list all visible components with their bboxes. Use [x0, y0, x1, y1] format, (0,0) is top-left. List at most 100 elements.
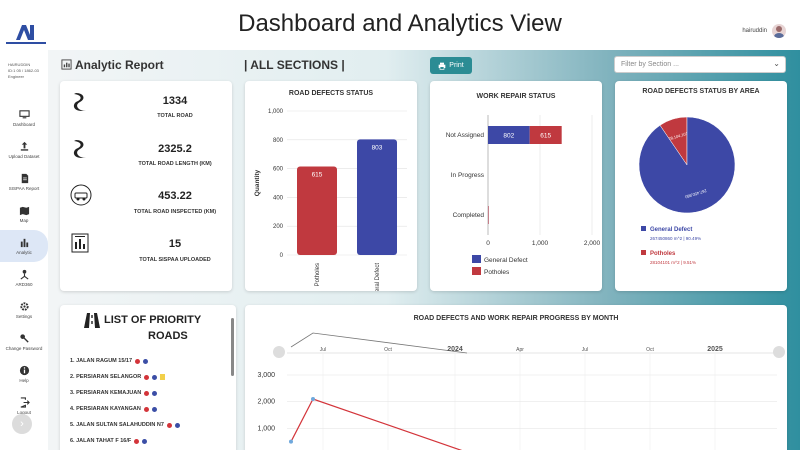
progress-by-month-card: ROAD DEFECTS AND WORK REPAIR PROGRESS BY…	[245, 305, 787, 450]
sidebar-item-change-password[interactable]: Change Password	[0, 326, 48, 358]
sidebar-item-dashboard[interactable]: Dashboard	[0, 102, 48, 134]
list-item[interactable]: 1. JALAN RAGUM 15/17	[70, 353, 180, 369]
y-tick-label: 600	[273, 167, 284, 173]
legend-label: Potholes	[484, 269, 510, 276]
info-icon	[19, 365, 29, 376]
section-filter-select[interactable]: Filter by Section ... ⌄	[614, 56, 786, 73]
y-tick-label: 800	[273, 138, 284, 144]
bar	[297, 166, 337, 255]
stats-card: 1334 TOTAL ROAD 2325.2 TOTAL ROAD LENGTH…	[60, 81, 232, 291]
defect-marker	[152, 390, 158, 396]
defect-marker	[143, 358, 149, 364]
user-name: hairuddin	[742, 28, 767, 34]
page-title: Dashboard and Analytics View	[238, 10, 562, 37]
avatar[interactable]	[772, 24, 786, 38]
stat-label: TOTAL ROAD INSPECTED (KM)	[133, 209, 217, 215]
series-line	[290, 398, 463, 450]
list-item[interactable]: 4. PERSIARAN KAYANGAN	[70, 401, 180, 417]
defect-marker	[142, 438, 148, 444]
chart-title: ROAD DEFECTS STATUS BY AREA	[642, 88, 760, 95]
filter-placeholder: Filter by Section ...	[621, 61, 679, 68]
navigator-label: Apr	[516, 347, 524, 353]
sidebar-item-help[interactable]: Help	[0, 358, 48, 390]
defects-by-area-card: ROAD DEFECTS STATUS BY AREA 28,104,101 26…	[615, 81, 787, 291]
stat-label: TOTAL ROAD LENGTH (KM)	[138, 161, 212, 167]
user-menu[interactable]: hairuddin	[742, 24, 786, 38]
stat-value: 1334	[162, 95, 188, 107]
road-name: 5. JALAN SULTAN SALAHUDDIN N7	[70, 422, 164, 428]
user-info: HAIRUDDIN ID:1 05 / 1862-03 Engineer	[0, 50, 48, 80]
bar-chart-icon	[20, 238, 28, 248]
chevron-down-icon: ⌄	[773, 59, 780, 68]
y-tick-label: Completed	[453, 212, 485, 219]
pothole-marker	[143, 406, 149, 412]
legend-detail: 267450860 m^2 | 90.49%	[650, 236, 701, 241]
y-tick-label: 3,000	[257, 372, 275, 379]
bar	[357, 139, 397, 255]
road-defects-status-card: ROAD DEFECTS STATUS 0 200 400 600 800 1,000 Qu…	[245, 81, 417, 291]
list-item[interactable]: 2. PERSIARAN SELANGOR	[70, 369, 180, 385]
x-tick-label: Potholes	[315, 263, 321, 286]
y-tick-label: 1,000	[268, 109, 284, 115]
y-tick-label: 0	[280, 253, 284, 259]
y-tick-label: 400	[273, 195, 284, 201]
sidebar-item-upload-dataset[interactable]: Upload Dataset	[0, 134, 48, 166]
list-item[interactable]: 3. PERSIARAN KEMAJUAN	[70, 385, 180, 401]
app-logo	[6, 25, 46, 44]
sidebar-item-map[interactable]: Map	[0, 198, 48, 230]
work-repair-status-card: WORK REPAIR STATUS 0 1,000 2,000 Not Assign…	[430, 81, 602, 291]
pothole-marker	[135, 358, 141, 364]
print-button[interactable]: Print	[430, 57, 472, 74]
legend-detail: 28104101 m^2 | 9.51%	[650, 260, 696, 265]
user-info-role: Engineer	[8, 74, 25, 79]
road-icon	[84, 313, 100, 328]
monitor-icon	[18, 110, 30, 119]
bar-segment	[488, 206, 489, 224]
defect-marker	[151, 406, 157, 412]
navigator-right-handle	[773, 346, 785, 358]
road-name: 6. JALAN TAHAT F 16/F	[70, 438, 132, 444]
road-name: 2. PERSIARAN SELANGOR	[70, 374, 142, 380]
road-name: 3. PERSIARAN KEMAJUAN	[70, 390, 142, 396]
pothole-marker	[166, 422, 172, 428]
x-tick-label: General Defect	[375, 263, 381, 291]
list-item[interactable]: 6. JALAN TAHAT F 16/F	[70, 433, 180, 449]
navigator-left-handle	[273, 346, 285, 358]
list-item[interactable]: 5. JALAN SULTAN SALAHUDDIN N7	[70, 417, 180, 433]
legend-swatch	[472, 267, 481, 275]
y-tick-label: In Progress	[451, 172, 485, 179]
sidebar-item-logout[interactable]: Logout	[0, 390, 48, 422]
report-icon	[71, 233, 89, 253]
data-label: 615	[312, 171, 323, 178]
legend-label: General Defect	[484, 257, 528, 264]
sidebar-item-sispaa-report[interactable]: SISPAA Report	[0, 166, 48, 198]
data-point	[289, 439, 293, 444]
x-tick-label: 2,000	[584, 240, 601, 247]
legend-swatch	[641, 250, 646, 255]
navigator-label: Oct	[384, 347, 392, 353]
collapse-sidebar-button[interactable]: ›	[12, 414, 32, 434]
navigator-label: Oct	[646, 347, 654, 353]
chart-title: WORK REPAIR STATUS	[476, 93, 556, 100]
user-info-id: ID:1 05 / 1862-03	[8, 68, 39, 73]
bar-segment	[529, 126, 562, 144]
data-point	[311, 397, 315, 401]
print-label: Print	[449, 62, 464, 69]
section-title: | ALL SECTIONS |	[244, 58, 345, 72]
priority-road-list: 1. JALAN RAGUM 15/17 2. PERSIARAN SELANGO…	[70, 353, 180, 450]
legend-swatch	[641, 226, 646, 231]
defects-by-area-pie-chart: 28,104,101 267,450,860 General Defect 26745…	[638, 116, 736, 265]
sidebar-item-label: Map	[19, 218, 29, 223]
slice-label: 28,104,101	[668, 130, 689, 141]
sidebar-item-analytic[interactable]: Analytic	[0, 230, 48, 262]
data-label: 615	[540, 133, 551, 140]
sidebar-item-ard360[interactable]: ARD360	[0, 262, 48, 294]
report-title: Analytic Report	[75, 58, 164, 72]
report-icon	[61, 59, 72, 70]
sidebar-item-label: Logout	[17, 410, 31, 415]
navigator-series	[290, 332, 468, 354]
priority-title: LIST OF PRIORITY	[104, 314, 202, 326]
priority-list-scrollbar[interactable]	[231, 318, 234, 376]
top-bar: Dashboard and Analytics View hairuddin	[0, 0, 800, 50]
sidebar-item-settings[interactable]: Settings	[0, 294, 48, 326]
